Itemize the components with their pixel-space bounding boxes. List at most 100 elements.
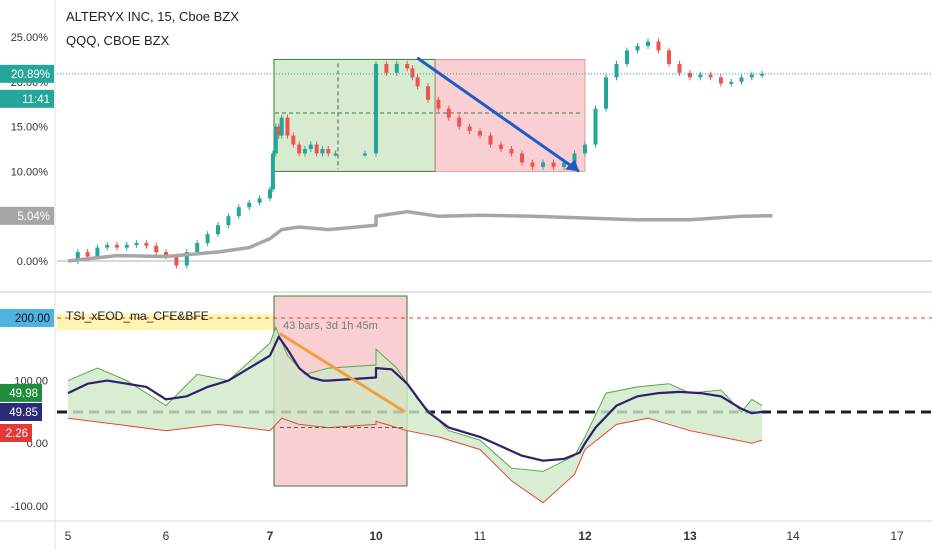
range-measure-label: 43 bars, 3d 1h 45m xyxy=(283,320,378,332)
time-axis-tick-label: 5 xyxy=(65,529,72,543)
candle-body xyxy=(195,243,200,253)
candle-body xyxy=(478,131,482,136)
candle-body xyxy=(551,162,556,167)
candle-body xyxy=(677,63,682,73)
annotation-boxes xyxy=(273,58,586,172)
compare-last-badge-bg xyxy=(0,206,54,225)
candle-body xyxy=(154,245,159,253)
candle-body xyxy=(488,135,493,145)
last-price-badge: 20.89% xyxy=(0,64,54,83)
candle-body xyxy=(541,162,545,167)
compare-last-badge-text: 5.04% xyxy=(17,211,50,223)
time-axis-tick-label: 14 xyxy=(786,529,800,543)
compare-symbol-label: QQQ, CBOE BZX xyxy=(66,33,170,48)
candle-body xyxy=(656,41,661,51)
candle-body xyxy=(75,252,80,261)
candle-body xyxy=(326,149,331,154)
candle-body xyxy=(85,252,90,257)
trend-arrow xyxy=(416,56,580,173)
oscillator-navy-badge: 49.85 xyxy=(0,403,42,421)
candle-body xyxy=(205,234,210,244)
lower-band-line xyxy=(67,417,763,504)
candle-body xyxy=(604,77,608,109)
countdown-badge-text: 11:41 xyxy=(22,94,50,106)
candle-body xyxy=(268,189,272,199)
oscillator-max-badge-text: 200.00 xyxy=(15,313,50,325)
candle-body xyxy=(667,50,671,64)
time-axis-tick-label: 13 xyxy=(683,529,697,543)
candle-body xyxy=(308,144,313,149)
long-position-loss-zone xyxy=(434,59,586,172)
candle-body xyxy=(314,144,319,154)
candle-body xyxy=(297,144,302,154)
candle-body xyxy=(115,244,119,248)
candle-body xyxy=(374,117,378,154)
candle-body xyxy=(320,149,325,154)
trendline xyxy=(279,332,406,414)
candle-body xyxy=(688,72,692,78)
candle-body xyxy=(124,244,129,248)
candle-body xyxy=(134,243,139,246)
oscillator-series xyxy=(57,295,932,504)
candle-body xyxy=(415,77,420,87)
candle-body xyxy=(520,153,524,163)
candle-body xyxy=(572,153,577,163)
oscillator-navy-badge-bg xyxy=(0,403,42,421)
oscillator-max-badge-bg xyxy=(0,309,54,327)
time-axis-tick-label: 11 xyxy=(474,529,487,543)
candle-body xyxy=(144,243,149,246)
time-axis-tick-label: 17 xyxy=(890,529,904,543)
candle-body xyxy=(164,252,168,257)
candle-body xyxy=(729,81,734,84)
candle-body xyxy=(257,198,262,203)
candle-body xyxy=(635,45,640,51)
time-axis-tick-label: 12 xyxy=(578,529,592,543)
time-axis-tick-label: 6 xyxy=(163,529,170,543)
oscillator-red-badge-bg xyxy=(0,424,32,442)
candle-body xyxy=(302,149,307,154)
candle-body xyxy=(226,216,231,226)
price-axis-tick-label: 25.00% xyxy=(11,32,49,44)
oscillator-red-badge-text: 2.26 xyxy=(6,428,28,440)
candle-body xyxy=(105,244,110,248)
price-axis-tick-label: 0.00% xyxy=(17,256,48,268)
last-price-badge-bg xyxy=(0,64,54,83)
candle-body xyxy=(739,77,744,82)
indicator-label: TSI_xEOD_ma_CFE&BFE xyxy=(66,309,209,323)
candle-body xyxy=(236,207,241,217)
price-axis-tick-label: 15.00% xyxy=(11,122,49,134)
oscillator-navy-badge-text: 49.85 xyxy=(9,407,38,419)
candle-body xyxy=(291,135,296,145)
last-price-badge-text: 20.89% xyxy=(11,69,50,81)
candle-body xyxy=(333,153,338,156)
candle-body xyxy=(285,117,290,136)
time-axis-tick-label: 10 xyxy=(369,529,383,543)
candle-body xyxy=(457,117,462,127)
candle-body xyxy=(718,77,723,84)
oscillator-green-badge-bg xyxy=(0,383,42,402)
compare-series-line xyxy=(67,209,773,263)
candle-body xyxy=(276,126,281,136)
candle-body xyxy=(384,63,389,73)
candle-body xyxy=(362,153,367,156)
oscillator-green-badge-text: 49.98 xyxy=(9,388,38,400)
price-axis-tick-label: 10.00% xyxy=(11,166,49,178)
candle-body xyxy=(174,256,179,266)
candle-body xyxy=(499,144,503,149)
candle-body xyxy=(509,149,514,154)
candle-body xyxy=(394,63,399,73)
candle-body xyxy=(184,252,189,266)
candle-body xyxy=(410,68,415,78)
candle-body xyxy=(374,63,378,118)
oscillator-axis-tick-label: -100.00 xyxy=(11,501,48,513)
candle-body xyxy=(426,86,430,100)
candle-body xyxy=(467,126,472,132)
candle-body xyxy=(270,153,275,190)
oscillator-max-badge: 200.00 xyxy=(0,309,54,327)
candle-body xyxy=(625,50,629,64)
candle-body xyxy=(583,144,587,154)
candle-body xyxy=(405,63,410,69)
candle-body xyxy=(614,63,619,78)
